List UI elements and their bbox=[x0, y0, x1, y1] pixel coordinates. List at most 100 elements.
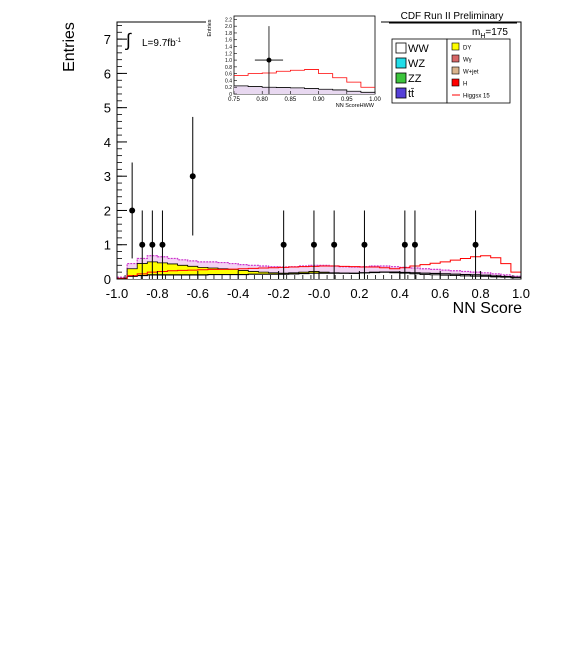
legend-swatch bbox=[451, 42, 460, 51]
x-tick-label: -0.4 bbox=[227, 286, 249, 301]
ww-outline bbox=[117, 271, 521, 280]
legend-swatch bbox=[395, 42, 407, 54]
x-axis-label: NN Score bbox=[453, 300, 522, 317]
inset-y-tick-label: 1.2 bbox=[225, 51, 232, 57]
main-axes: -1.0 -0.8 -0.6 -0.4 -0.2 -0.0 0.2 0.4 0.6 0.8 1.00… bbox=[104, 25, 530, 301]
mass-label: mH=175 bbox=[472, 27, 508, 40]
y-tick-label: 1 bbox=[104, 238, 111, 253]
data-marker bbox=[310, 241, 317, 248]
legend-item-0: WW bbox=[395, 42, 429, 55]
lumi-integral: ∫ bbox=[124, 30, 132, 50]
legend-label: W+jet bbox=[463, 70, 479, 76]
data-point-0 bbox=[129, 162, 136, 259]
legend-item-7: H bbox=[451, 78, 467, 88]
mass-label-prefix: m bbox=[472, 27, 480, 38]
x-tick-label: 0.6 bbox=[431, 286, 449, 301]
data-point-6 bbox=[310, 210, 317, 279]
legend-swatch bbox=[451, 78, 460, 87]
lumi-label: L=9.7fb-1 bbox=[142, 38, 182, 49]
inset-x-tick-label: 0.90 bbox=[313, 97, 325, 103]
x-tick-label: 1.0 bbox=[512, 286, 530, 301]
inset-y-tick-label: 2.2 bbox=[225, 17, 232, 23]
x-tick-label: -0.8 bbox=[146, 286, 168, 301]
mass-label-suffix: =175 bbox=[485, 27, 508, 38]
inset-x-tick-label: 0.85 bbox=[285, 97, 297, 103]
legend-item-3: tt̄ bbox=[395, 87, 414, 100]
data-marker bbox=[159, 241, 166, 248]
data-marker bbox=[331, 241, 338, 248]
legend-item-4: DY bbox=[451, 42, 471, 52]
data-points bbox=[129, 116, 479, 279]
x-tick-label: -0.6 bbox=[187, 286, 209, 301]
data-marker bbox=[361, 241, 368, 248]
data-point-11 bbox=[472, 210, 479, 279]
inset-y-tick-label: 1.8 bbox=[225, 31, 232, 37]
data-marker bbox=[411, 241, 418, 248]
y-tick-label: 7 bbox=[104, 32, 111, 47]
y-axis-label: Entries bbox=[61, 22, 78, 72]
inset-x-tick-label: 0.80 bbox=[256, 97, 268, 103]
inset-y-tick-label: 0.4 bbox=[225, 78, 232, 84]
legend-swatch bbox=[395, 57, 407, 69]
legend-swatch bbox=[451, 54, 460, 63]
y-tick-label: 0 bbox=[104, 272, 111, 287]
inset-y-tick-label: 0 bbox=[229, 92, 232, 98]
y-tick-label: 5 bbox=[104, 101, 111, 116]
data-marker bbox=[139, 241, 146, 248]
inset-y-tick-label: 0.2 bbox=[225, 85, 232, 91]
higgs-x15-line bbox=[117, 255, 521, 279]
y-tick-label: 3 bbox=[104, 169, 111, 184]
data-point-5 bbox=[280, 210, 287, 279]
mass-label-sub: H bbox=[480, 33, 485, 40]
data-point-9 bbox=[401, 210, 408, 279]
x-tick-label: 0.4 bbox=[391, 286, 409, 301]
y-tick-label: 2 bbox=[104, 203, 111, 218]
data-point-10 bbox=[411, 210, 418, 279]
data-marker bbox=[189, 173, 196, 180]
inset-y-tick-label: 1.4 bbox=[225, 45, 232, 51]
data-point-7 bbox=[331, 210, 338, 279]
inset-x-axis-label: NN ScoreHWW bbox=[336, 103, 375, 109]
data-point-2 bbox=[149, 210, 156, 279]
legend-label: Wγ bbox=[463, 58, 472, 64]
legend-item-8: Higgsx 15 bbox=[452, 94, 490, 100]
legend-swatch bbox=[395, 87, 407, 99]
inset-y-tick-label: 2.0 bbox=[225, 24, 232, 30]
legend-label: ZZ bbox=[408, 73, 422, 85]
inset-x-tick-label: 0.75 bbox=[228, 97, 240, 103]
data-marker bbox=[280, 241, 287, 248]
experiment-label: CDF Run II Preliminary bbox=[401, 11, 504, 22]
legend-item-5: Wγ bbox=[451, 54, 472, 64]
legend-item-2: ZZ bbox=[395, 72, 422, 85]
y-tick-label: 6 bbox=[104, 66, 111, 81]
data-marker bbox=[129, 207, 136, 214]
inset-higgs-line bbox=[234, 69, 375, 88]
inset-y-axis-label: Entries bbox=[207, 19, 213, 36]
legend-swatch bbox=[395, 72, 407, 84]
legend-label: tt̄ bbox=[408, 88, 414, 100]
inset-content: 0.75 0.80 0.85 0.90 0.95 1.00 00.20.40.60.81.0… bbox=[225, 17, 381, 103]
legend-swatch bbox=[451, 66, 460, 75]
data-point-1 bbox=[139, 210, 146, 279]
legend-label: WW bbox=[408, 43, 429, 55]
inset-y-tick-label: 1.0 bbox=[225, 58, 232, 64]
x-tick-label: 0.2 bbox=[350, 286, 368, 301]
total-background-line bbox=[117, 255, 521, 278]
y-tick-label: 4 bbox=[104, 135, 111, 150]
lumi-sup: -1 bbox=[176, 38, 182, 44]
data-marker bbox=[472, 241, 479, 248]
legend-label: WZ bbox=[408, 58, 425, 70]
inset-x-tick-label: 0.95 bbox=[341, 97, 353, 103]
lumi-text: L=9.7fb bbox=[142, 38, 176, 49]
inset-y-tick-label: 1.6 bbox=[225, 38, 232, 44]
inset-data-marker bbox=[266, 57, 272, 63]
inset-y-tick-label: 0.6 bbox=[225, 72, 232, 78]
data-marker bbox=[149, 241, 156, 248]
legend-label: Higgsx 15 bbox=[463, 94, 490, 100]
inset-x-tick-label: 1.00 bbox=[369, 97, 381, 103]
data-point-8 bbox=[361, 210, 368, 279]
legend-label: H bbox=[463, 82, 467, 88]
x-tick-label: -1.0 bbox=[106, 286, 128, 301]
data-point-4 bbox=[189, 116, 196, 236]
